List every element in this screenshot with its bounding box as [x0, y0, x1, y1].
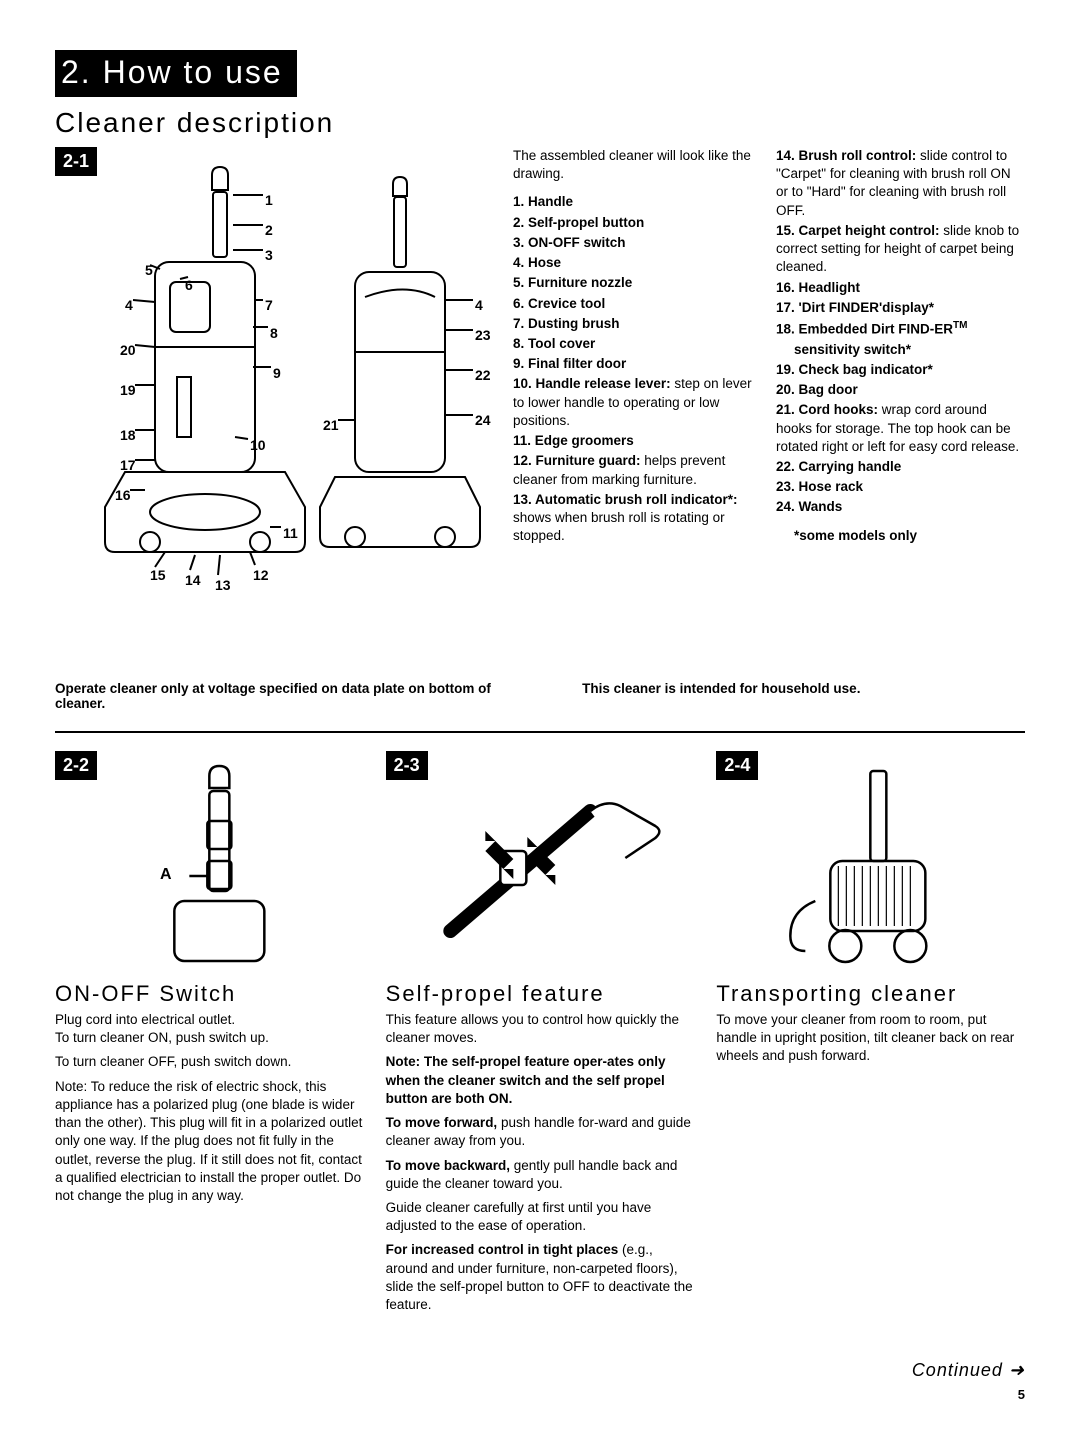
callout-14: 14 [185, 572, 201, 588]
part-item: 22. Carrying handle [776, 458, 1025, 476]
feature-title: Transporting cleaner [716, 981, 1025, 1007]
feature-col-2-3: 2-3 Self-propel feature This feature allow… [386, 751, 695, 1320]
part-item: 5. Furniture nozzle [513, 274, 762, 292]
figure-badge-2-4: 2-4 [716, 751, 758, 780]
part-item: *some models only [776, 527, 1025, 545]
body-paragraph: Note: The self-propel feature oper-ates … [386, 1053, 695, 1108]
part-item: 14. Brush roll control: slide control to… [776, 147, 1025, 220]
callout-13: 13 [215, 577, 231, 593]
intro-text: The assembled cleaner will look like the… [513, 147, 762, 183]
callout-5: 5 [145, 262, 153, 278]
callout-22: 22 [475, 367, 491, 383]
figure-svg [55, 751, 364, 971]
part-item: 19. Check bag indicator* [776, 361, 1025, 379]
parts-col-right: 14. Brush roll control: slide control to… [776, 147, 1025, 667]
section-title: 2. How to use [55, 50, 297, 97]
figure-2-1: 2-1 [55, 147, 495, 667]
callout-21: 21 [323, 417, 339, 433]
label-a: A [160, 866, 172, 884]
arrow-right-icon: ➜ [1009, 1360, 1025, 1380]
callout-6: 6 [185, 277, 193, 293]
callout-1: 1 [265, 192, 273, 208]
page-number: 5 [55, 1387, 1025, 1402]
parts-col-left: The assembled cleaner will look like the… [513, 147, 762, 667]
callout-4: 4 [125, 297, 133, 313]
callout-4: 4 [475, 297, 483, 313]
body-paragraph: To move your cleaner from room to room, … [716, 1011, 1025, 1066]
part-item: 21. Cord hooks: wrap cord around hooks f… [776, 401, 1025, 456]
callout-8: 8 [270, 325, 278, 341]
callout-12: 12 [253, 567, 269, 583]
part-item: 9. Final filter door [513, 355, 762, 373]
callout-23: 23 [475, 327, 491, 343]
body-paragraph: This feature allows you to control how q… [386, 1011, 695, 1047]
part-item: 8. Tool cover [513, 335, 762, 353]
part-item: 11. Edge groomers [513, 432, 762, 450]
feature-col-2-2: 2-2 A ON-OFF Switch Plug cord into electric… [55, 751, 364, 1320]
part-item: 20. Bag door [776, 381, 1025, 399]
feature-col-2-4: 2-4 Transporting cleaner To move your clea… [716, 751, 1025, 1320]
body-paragraph: Guide cleaner carefully at first until y… [386, 1199, 695, 1235]
parts-list: The assembled cleaner will look like the… [513, 147, 1025, 667]
callout-2: 2 [265, 222, 273, 238]
figure-svg [386, 751, 695, 971]
body-paragraph: Plug cord into electrical outlet.To turn… [55, 1011, 364, 1047]
figure-badge-2-1: 2-1 [55, 147, 97, 176]
figure-svg [716, 751, 1025, 971]
part-item: 23. Hose rack [776, 478, 1025, 496]
subsection-cleaner-description: Cleaner description [55, 107, 1025, 139]
figure-2-2: 2-2 A [55, 751, 364, 971]
body-paragraph: Note: To reduce the risk of electric sho… [55, 1078, 364, 1206]
figure-2-4: 2-4 [716, 751, 1025, 971]
callout-15: 15 [150, 567, 166, 583]
callout-3: 3 [265, 247, 273, 263]
part-item: 13. Automatic brush roll indicator*: sho… [513, 491, 762, 546]
body-paragraph: To move forward, push handle for-ward an… [386, 1114, 695, 1150]
figure-badge-2-2: 2-2 [55, 751, 97, 780]
continued-indicator: Continued ➜ [55, 1360, 1025, 1381]
callout-7: 7 [265, 297, 273, 313]
callout-18: 18 [120, 427, 136, 443]
body-paragraph: To move backward, gently pull handle bac… [386, 1157, 695, 1193]
body-paragraph: For increased control in tight places (e… [386, 1241, 695, 1314]
feature-title: ON-OFF Switch [55, 981, 364, 1007]
part-item: 3. ON-OFF switch [513, 234, 762, 252]
part-item: 7. Dusting brush [513, 315, 762, 333]
feature-title: Self-propel feature [386, 981, 695, 1007]
part-item: 17. 'Dirt FINDER'display* [776, 299, 1025, 317]
callout-10: 10 [250, 437, 266, 453]
part-item: 18. Embedded Dirt FIND-ERTM [776, 319, 1025, 339]
part-item: 10. Handle release lever: step on lever … [513, 375, 762, 430]
figure-badge-2-3: 2-3 [386, 751, 428, 780]
part-item: 24. Wands [776, 498, 1025, 516]
part-item: 1. Handle [513, 193, 762, 211]
part-item: 6. Crevice tool [513, 295, 762, 313]
callout-17: 17 [120, 457, 136, 473]
part-item: sensitivity switch* [776, 341, 1025, 359]
part-item: 15. Carpet height control: slide knob to… [776, 222, 1025, 277]
figure-2-3: 2-3 [386, 751, 695, 971]
horizontal-rule [55, 731, 1025, 733]
voltage-notice: Operate cleaner only at voltage specifie… [55, 681, 542, 711]
callout-9: 9 [273, 365, 281, 381]
body-paragraph: To turn cleaner OFF, push switch down. [55, 1053, 364, 1071]
part-item: 4. Hose [513, 254, 762, 272]
household-notice: This cleaner is intended for household u… [582, 681, 1025, 711]
callout-19: 19 [120, 382, 136, 398]
part-item: 16. Headlight [776, 279, 1025, 297]
callout-11: 11 [283, 525, 298, 541]
part-item: 12. Furniture guard: helps prevent clean… [513, 452, 762, 488]
callout-16: 16 [115, 487, 131, 503]
callout-24: 24 [475, 412, 491, 428]
part-item: 2. Self-propel button [513, 214, 762, 232]
callout-20: 20 [120, 342, 136, 358]
